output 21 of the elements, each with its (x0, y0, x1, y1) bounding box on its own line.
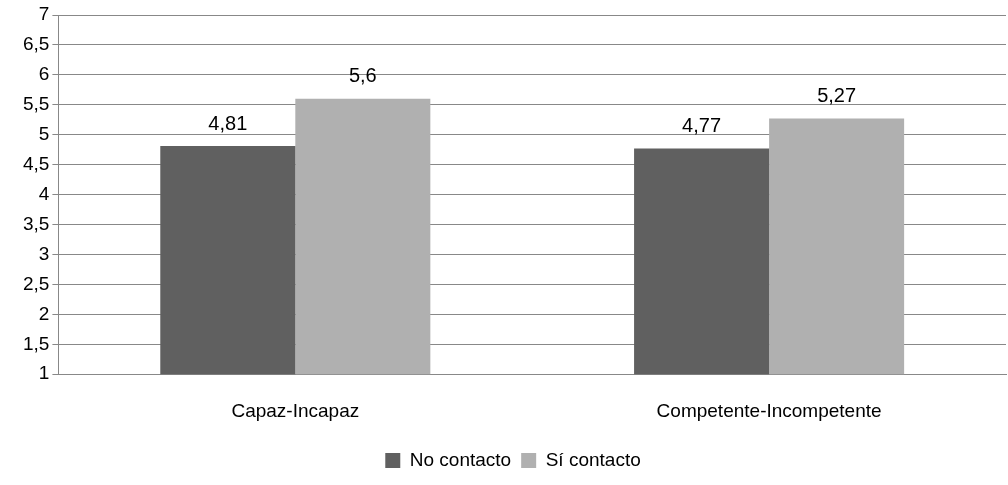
y-tick-label: 6 (38, 63, 50, 85)
y-tick-label: 2,5 (22, 272, 50, 294)
data-label: 5,6 (348, 64, 377, 87)
y-tick-label: 5 (38, 122, 50, 144)
y-tick-label: 5,5 (22, 93, 50, 115)
y-tick-label: 4 (38, 182, 50, 204)
data-label: 4,77 (682, 114, 722, 137)
y-tick-label: 1,5 (22, 332, 50, 354)
y-tick-label: 4,5 (22, 152, 50, 174)
y-tick-label: 2 (38, 302, 50, 324)
legend-label: Sí contacto (545, 448, 641, 470)
y-tick-label: 6,5 (22, 33, 50, 55)
y-tick-label: 3 (38, 242, 50, 264)
x-tick-label: Competente-Incompetente (656, 399, 882, 421)
y-tick-label: 7 (38, 3, 50, 25)
x-tick-label: Capaz-Incapaz (231, 399, 360, 421)
legend-label: No contacto (409, 448, 512, 470)
data-label: 5,27 (817, 84, 857, 107)
y-tick-label: 3,5 (22, 212, 50, 234)
y-tick-label: 1 (38, 362, 50, 384)
data-label: 4,81 (208, 111, 248, 134)
